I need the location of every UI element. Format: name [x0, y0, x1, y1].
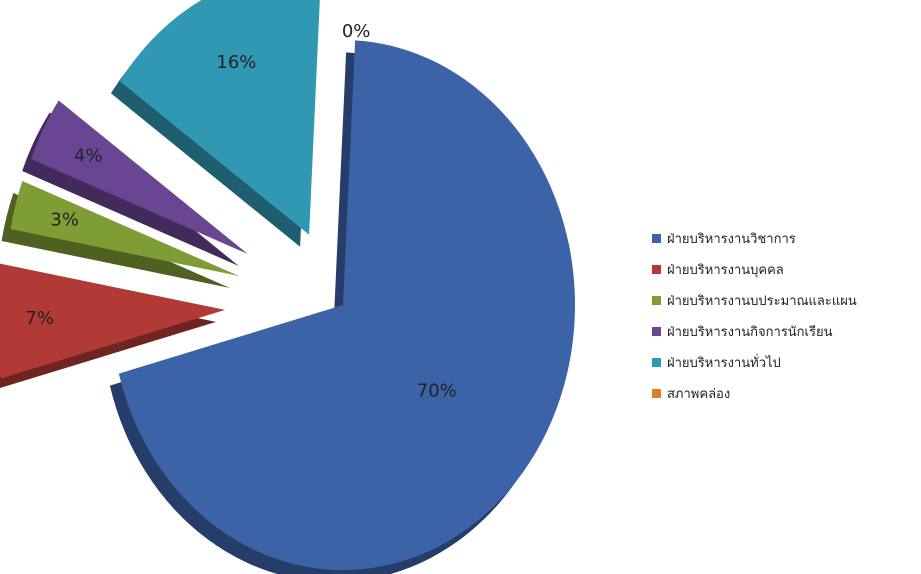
- slice-data-label: 0%: [342, 21, 371, 42]
- legend-label: ฝ่ายบริหารงานบุคคล: [667, 262, 784, 278]
- legend-item: ฝ่ายบริหารงานบุคคล: [652, 259, 857, 279]
- legend-item: ฝ่ายบริหารงานทั่วไป: [652, 352, 857, 372]
- legend-swatch: [652, 295, 661, 305]
- legend-item: ฝ่ายบริหารงานบประมาณและแผน: [652, 290, 857, 310]
- legend-swatch: [652, 326, 661, 336]
- legend: ฝ่ายบริหารงานวิชาการฝ่ายบริหารงานบุคคลฝ่…: [652, 228, 857, 414]
- legend-label: ฝ่ายบริหารงานทั่วไป: [667, 355, 781, 371]
- pie-slice: [118, 40, 576, 571]
- pie-slice: [31, 100, 248, 254]
- slice-data-label: 4%: [74, 145, 103, 166]
- pie-slice: [10, 181, 239, 276]
- slice-data-label: 7%: [25, 308, 54, 329]
- legend-label: ฝ่ายบริหารงานกิจการนักเรียน: [667, 324, 833, 340]
- legend-label: สภาพคล่อง: [667, 386, 731, 402]
- legend-swatch: [652, 264, 661, 274]
- slice-data-label: 3%: [50, 209, 79, 230]
- pie-slice: [0, 263, 226, 379]
- pie-slice: [119, 0, 320, 235]
- legend-item: สภาพคล่อง: [652, 383, 857, 403]
- legend-swatch: [652, 233, 661, 243]
- legend-label: ฝ่ายบริหารงานวิชาการ: [667, 231, 796, 247]
- slice-data-label: 16%: [216, 52, 256, 73]
- legend-item: ฝ่ายบริหารงานกิจการนักเรียน: [652, 321, 857, 341]
- legend-swatch: [652, 388, 661, 398]
- legend-swatch: [652, 357, 661, 367]
- legend-label: ฝ่ายบริหารงานบประมาณและแผน: [667, 293, 857, 309]
- legend-item: ฝ่ายบริหารงานวิชาการ: [652, 228, 857, 248]
- slice-data-label: 70%: [417, 381, 457, 402]
